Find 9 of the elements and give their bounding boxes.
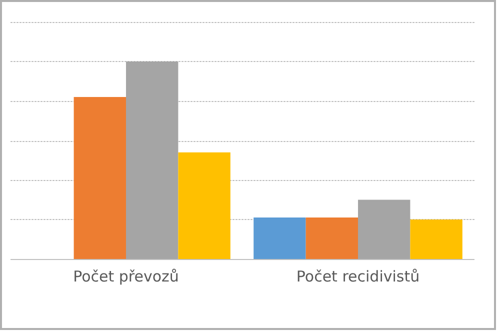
bar — [358, 200, 410, 259]
bar — [306, 218, 358, 259]
bar — [254, 218, 306, 259]
x-tick-label: Počet převozů — [73, 268, 179, 286]
bar — [126, 62, 178, 259]
bar — [74, 97, 126, 259]
bar — [410, 220, 462, 259]
bar — [178, 152, 230, 259]
x-tick-label: Počet recidivistů — [296, 268, 420, 286]
